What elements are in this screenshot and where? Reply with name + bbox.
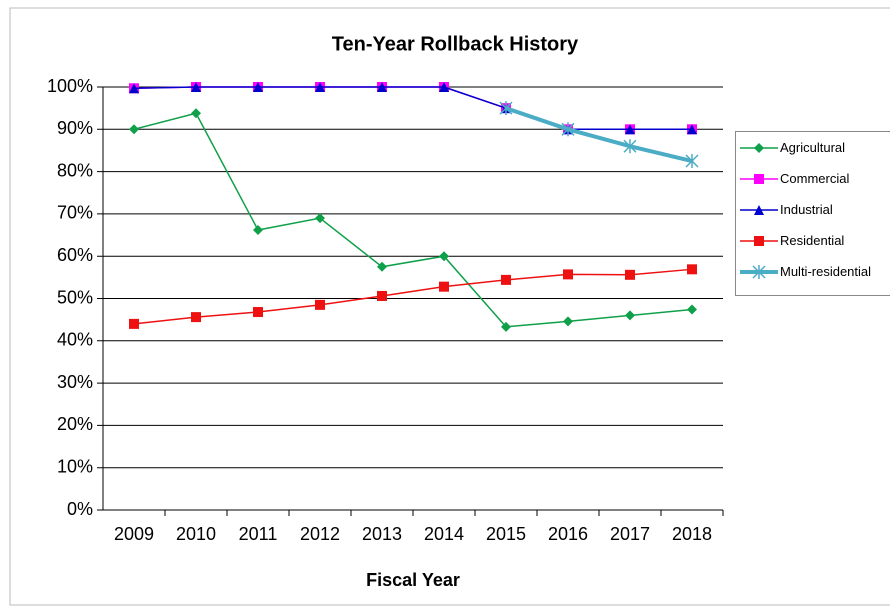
marker xyxy=(377,290,387,301)
legend-swatch xyxy=(740,265,778,279)
legend: Agricultural Commercial Industrial Resident… xyxy=(735,131,890,296)
series-line xyxy=(133,268,693,325)
legend-label: Multi-residential xyxy=(780,264,872,279)
marker xyxy=(315,299,325,310)
marker xyxy=(439,251,449,262)
marker xyxy=(625,269,635,280)
y-tick-label: 70% xyxy=(57,203,93,223)
y-tick-label: 0% xyxy=(67,499,93,519)
legend-swatch xyxy=(740,236,778,246)
series-line xyxy=(505,106,693,163)
x-tick-label: 2011 xyxy=(239,524,278,544)
legend-swatch xyxy=(740,143,778,153)
legend-label: Industrial xyxy=(780,202,833,217)
y-tick-label: 90% xyxy=(57,118,93,138)
legend-item: Multi-residential xyxy=(736,264,876,280)
series-line xyxy=(133,112,693,328)
legend-swatch xyxy=(740,174,778,184)
marker xyxy=(752,265,766,279)
x-tick-label: 2017 xyxy=(610,524,650,544)
marker xyxy=(754,205,764,215)
marker xyxy=(687,124,697,135)
marker xyxy=(253,82,263,92)
marker xyxy=(191,82,201,92)
y-tick-label: 50% xyxy=(57,287,93,307)
legend-label: Residential xyxy=(780,233,845,248)
marker xyxy=(253,224,263,235)
legend-item: Agricultural xyxy=(736,140,876,156)
legend-swatch xyxy=(740,205,778,215)
legend-item: Industrial xyxy=(736,202,876,218)
marker xyxy=(129,83,139,94)
y-tick-label: 10% xyxy=(57,456,93,476)
marker xyxy=(563,316,573,327)
chart-title: Ten-Year Rollback History xyxy=(332,33,579,55)
marker xyxy=(499,101,513,116)
series-line xyxy=(133,86,692,131)
marker xyxy=(315,82,325,92)
y-tick-label: 20% xyxy=(57,414,93,434)
y-tick-label: 30% xyxy=(57,372,93,392)
marker xyxy=(625,310,635,321)
legend-item: Commercial xyxy=(736,171,876,187)
marker xyxy=(561,122,575,137)
y-tick-label: 60% xyxy=(57,245,93,265)
marker xyxy=(191,312,201,323)
marker xyxy=(501,321,511,332)
x-tick-label: 2018 xyxy=(672,524,712,544)
marker xyxy=(439,281,449,292)
x-tick-label: 2012 xyxy=(300,524,340,544)
x-tick-label: 2014 xyxy=(424,524,464,544)
y-tick-label: 100% xyxy=(47,76,93,96)
marker xyxy=(754,143,764,153)
marker xyxy=(191,108,201,119)
marker xyxy=(129,318,139,329)
y-tick-label: 80% xyxy=(57,160,93,180)
marker xyxy=(623,139,637,154)
marker xyxy=(129,124,139,135)
marker xyxy=(687,304,697,315)
marker xyxy=(377,82,387,92)
marker xyxy=(315,213,325,224)
marker xyxy=(563,269,573,280)
marker xyxy=(685,154,699,169)
legend-item: Residential xyxy=(736,233,876,249)
series-line xyxy=(133,86,692,131)
x-tick-label: 2010 xyxy=(176,524,216,544)
marker xyxy=(625,124,635,135)
x-tick-label: 2009 xyxy=(114,524,154,544)
marker xyxy=(687,264,697,275)
x-tick-label: 2016 xyxy=(548,524,588,544)
x-tick-label: 2013 xyxy=(362,524,402,544)
y-tick-label: 40% xyxy=(57,330,93,350)
marker xyxy=(754,174,764,184)
x-axis-title: Fiscal Year xyxy=(366,570,460,590)
x-tick-label: 2015 xyxy=(486,524,526,544)
marker xyxy=(501,274,511,285)
legend-label: Commercial xyxy=(780,171,850,186)
chart-border xyxy=(9,7,890,606)
marker xyxy=(253,307,263,318)
marker xyxy=(754,236,764,246)
legend-label: Agricultural xyxy=(780,140,846,155)
marker xyxy=(377,261,387,272)
marker xyxy=(439,82,449,92)
